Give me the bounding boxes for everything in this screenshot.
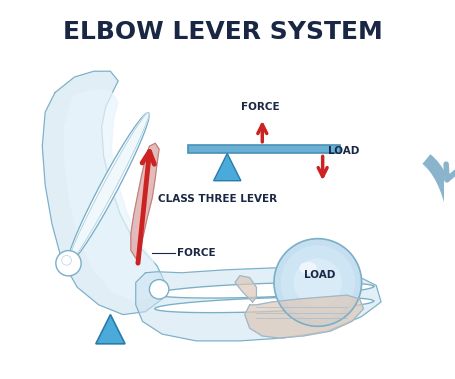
Text: ELBOW LEVER SYSTEM: ELBOW LEVER SYSTEM [62, 20, 382, 44]
FancyBboxPatch shape [188, 145, 340, 153]
Text: LOAD: LOAD [329, 146, 360, 156]
Polygon shape [68, 113, 149, 263]
Polygon shape [155, 297, 374, 313]
Polygon shape [155, 282, 374, 298]
Polygon shape [245, 295, 364, 338]
Circle shape [62, 255, 71, 265]
Circle shape [274, 239, 362, 326]
Polygon shape [213, 153, 241, 181]
Circle shape [293, 258, 342, 307]
Polygon shape [136, 268, 381, 341]
Text: LOAD: LOAD [304, 270, 335, 280]
Circle shape [281, 245, 355, 320]
Polygon shape [235, 276, 257, 302]
Polygon shape [68, 113, 149, 263]
Ellipse shape [299, 262, 317, 274]
Text: CLASS THREE LEVER: CLASS THREE LEVER [158, 194, 277, 204]
Text: FORCE: FORCE [241, 102, 280, 112]
Polygon shape [65, 91, 160, 302]
Polygon shape [96, 315, 125, 344]
Polygon shape [131, 143, 159, 258]
Circle shape [56, 251, 81, 276]
Text: FORCE: FORCE [177, 248, 215, 258]
Circle shape [149, 280, 169, 299]
Polygon shape [42, 71, 165, 315]
